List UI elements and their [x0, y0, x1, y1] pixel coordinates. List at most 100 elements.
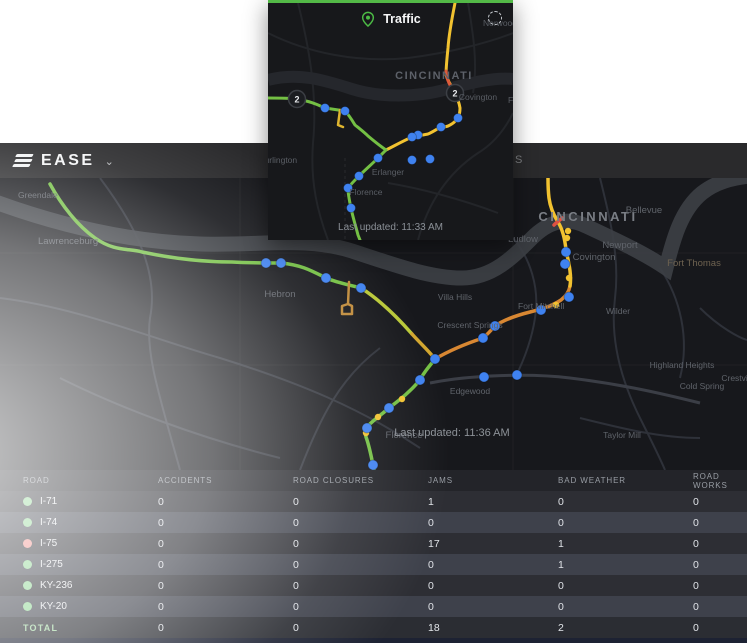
accidents-value: 0	[158, 579, 164, 592]
map-label: Greendale	[18, 190, 58, 200]
table-total-row: TOTAL 0 0 18 2 0	[0, 617, 747, 638]
panel-cluster-badges[interactable]: 2 2	[287, 83, 465, 109]
bad-weather-value: 1	[558, 558, 564, 571]
jams-value: 0	[428, 600, 434, 613]
bad-weather-value: 0	[558, 495, 564, 508]
map-label: Erlanger	[372, 167, 404, 177]
road-status-dot	[23, 518, 32, 527]
total-road-closures: 0	[293, 621, 299, 634]
road-works-value: 0	[693, 579, 699, 592]
column-header-bad-weather: BAD WEATHER	[558, 476, 626, 485]
accidents-value: 0	[158, 516, 164, 529]
road-name: I-74	[40, 517, 58, 528]
table-row[interactable]: I-275 0 0 0 1 0	[0, 554, 747, 575]
road-status-dot	[23, 581, 32, 590]
road-name: I-75	[40, 538, 58, 549]
header-partial-text: S	[515, 154, 523, 166]
road-closures-value: 0	[293, 516, 299, 529]
column-header-accidents: ACCIDENTS	[158, 476, 213, 485]
jams-value: 0	[428, 579, 434, 592]
map-label: Villa Hills	[438, 292, 472, 302]
traffic-panel: 2 2 Norwood CINCINNATI Covington Fort Th…	[268, 0, 513, 240]
map-label: Highland Heights	[650, 360, 715, 370]
map-label: Lawrenceburg	[38, 236, 98, 247]
map-label: Fort Thomas	[508, 95, 513, 105]
last-updated: Last updated: 11:36 AM	[394, 427, 510, 439]
map-label: Fort Mitchell	[518, 301, 564, 311]
panel-route-stub	[336, 108, 345, 129]
last-updated: Last updated: 11:33 AM	[338, 222, 443, 233]
panel-river	[268, 70, 513, 102]
road-status-dot	[23, 560, 32, 569]
bad-weather-value: 0	[558, 579, 564, 592]
column-header-road-works: ROAD WORKS	[693, 471, 728, 490]
map-label: Covington	[459, 92, 498, 102]
map-label: Burlington	[268, 155, 297, 165]
map-label: Covington	[573, 252, 616, 263]
jams-value: 17	[428, 537, 440, 550]
road-works-value: 0	[693, 495, 699, 508]
road-status-dot	[23, 539, 32, 548]
column-header-road: ROAD	[23, 476, 50, 485]
map-label: Wilder	[606, 306, 630, 316]
road-name: KY-236	[40, 580, 73, 591]
total-bad-weather: 2	[558, 621, 564, 634]
total-accidents: 0	[158, 621, 164, 634]
road-closures-value: 0	[293, 495, 299, 508]
bad-weather-value: 0	[558, 600, 564, 613]
road-stats-table: ROAD ACCIDENTS ROAD CLOSURES JAMS BAD WE…	[0, 470, 747, 643]
table-row[interactable]: I-71 0 0 1 0 0	[0, 491, 747, 512]
ease-logo[interactable]: EASE ⌄	[12, 151, 114, 170]
traffic-panel-title: Traffic	[383, 12, 421, 26]
map-label: Bellevue	[626, 205, 662, 216]
map-label: Cold Spring	[680, 381, 725, 391]
traffic-panel-map[interactable]: 2 2 Norwood CINCINNATI Covington Fort Th…	[268, 3, 513, 240]
table-row[interactable]: KY-236 0 0 0 0 0	[0, 575, 747, 596]
cluster-badge-count: 2	[294, 95, 299, 105]
road-name: KY-20	[40, 601, 67, 612]
road-works-value: 0	[693, 558, 699, 571]
jams-value: 1	[428, 495, 434, 508]
cluster-badge-count: 2	[452, 89, 457, 99]
map-label: Taylor Mill	[603, 430, 641, 440]
map-label: Florence	[349, 187, 382, 197]
map-label: Crestview	[721, 373, 747, 383]
chevron-down-icon[interactable]: ⌄	[104, 156, 114, 168]
map-label: Hebron	[264, 289, 295, 300]
column-header-road-closures: ROAD CLOSURES	[293, 476, 375, 485]
road-works-value: 0	[693, 600, 699, 613]
map-label-city: CINCINNATI	[395, 70, 473, 82]
table-header-row: ROAD ACCIDENTS ROAD CLOSURES JAMS BAD WE…	[0, 470, 747, 491]
location-pin-icon	[362, 11, 375, 27]
road-works-value: 0	[693, 516, 699, 529]
map-label-city: CINCINNATI	[538, 209, 637, 224]
road-closures-value: 0	[293, 579, 299, 592]
bottom-strip	[0, 638, 747, 643]
jams-value: 0	[428, 516, 434, 529]
expand-icon[interactable]	[488, 11, 502, 25]
map-label: Newport	[602, 240, 638, 251]
map-label: Fort Thomas	[667, 258, 721, 269]
road-status-dot	[23, 497, 32, 506]
total-label: TOTAL	[23, 622, 59, 633]
total-road-works: 0	[693, 621, 699, 634]
road-closures-value: 0	[293, 537, 299, 550]
road-works-value: 0	[693, 537, 699, 550]
road-closures-value: 0	[293, 558, 299, 571]
table-row[interactable]: I-75 0 0 17 1 0	[0, 533, 747, 554]
accidents-value: 0	[158, 558, 164, 571]
total-jams: 18	[428, 621, 440, 634]
bad-weather-value: 1	[558, 537, 564, 550]
jams-value: 0	[428, 558, 434, 571]
road-closures-value: 0	[293, 600, 299, 613]
map-label: Edgewood	[450, 386, 490, 396]
bad-weather-value: 0	[558, 516, 564, 529]
accidents-value: 0	[158, 600, 164, 613]
app-title: EASE	[41, 151, 95, 169]
table-row[interactable]: KY-20 0 0 0 0 0	[0, 596, 747, 617]
ease-logo-icon	[12, 154, 34, 167]
accidents-value: 0	[158, 495, 164, 508]
table-row[interactable]: I-74 0 0 0 0 0	[0, 512, 747, 533]
road-name: I-71	[40, 496, 58, 507]
